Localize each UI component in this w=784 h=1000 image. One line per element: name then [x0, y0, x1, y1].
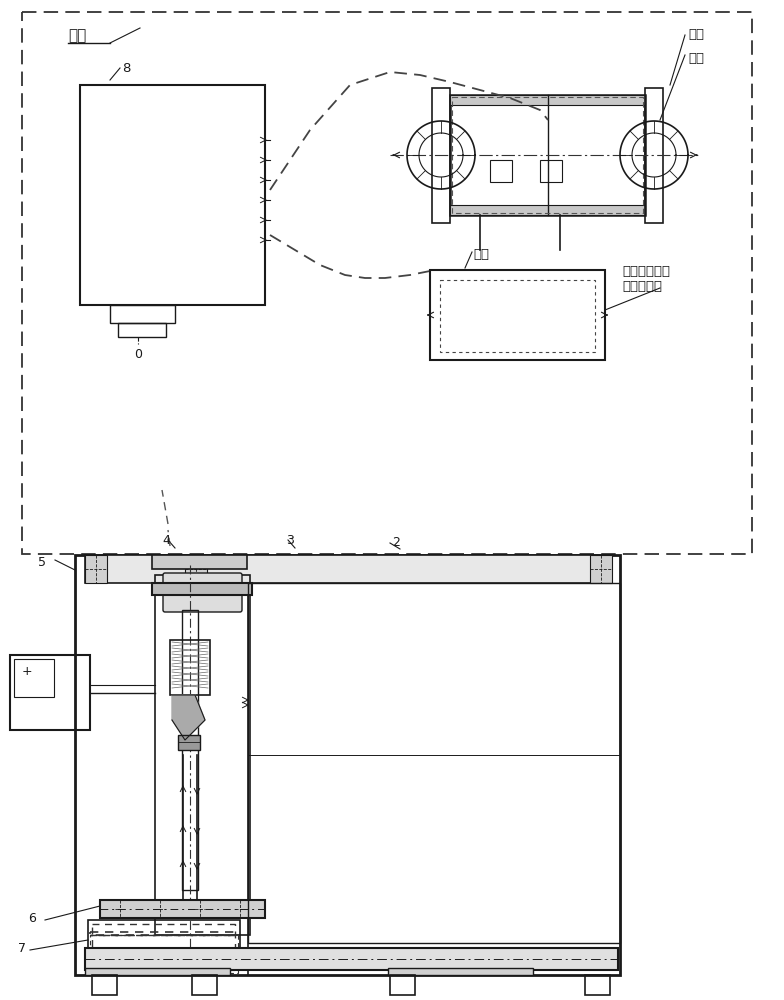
Bar [192, 975, 217, 995]
Bar [452, 97, 643, 213]
Bar [92, 975, 117, 995]
Bar [178, 735, 200, 750]
Bar [430, 270, 605, 360]
Bar [432, 88, 450, 223]
Bar [248, 583, 620, 943]
Bar [450, 95, 645, 215]
Bar [85, 948, 618, 970]
Bar [165, 575, 240, 610]
Bar [440, 280, 595, 352]
Text: 轴承: 轴承 [688, 52, 704, 65]
Polygon shape [172, 695, 205, 740]
Bar [450, 95, 645, 105]
Bar [92, 924, 235, 961]
Bar [152, 555, 247, 569]
Bar [540, 160, 562, 182]
Bar [90, 932, 238, 935]
Bar [10, 655, 90, 730]
Bar [388, 968, 533, 975]
Bar [170, 640, 210, 695]
Bar [88, 920, 240, 965]
Bar [100, 900, 265, 918]
Text: 0: 0 [134, 348, 142, 361]
Text: 5: 5 [38, 556, 46, 569]
Text: 4: 4 [162, 534, 170, 547]
Text: 2: 2 [392, 536, 400, 549]
Text: 车间: 车间 [68, 28, 86, 43]
Bar [90, 970, 238, 973]
Text: 8: 8 [122, 62, 130, 75]
Bar [155, 575, 250, 935]
Bar [590, 555, 612, 583]
Bar [85, 555, 107, 583]
FancyBboxPatch shape [163, 573, 242, 612]
Text: 壳体: 壳体 [688, 28, 704, 41]
Bar [490, 160, 512, 182]
Bar [182, 610, 198, 890]
Bar [390, 975, 415, 995]
Text: 7: 7 [18, 942, 26, 955]
Bar [22, 12, 752, 554]
Text: 壳体: 壳体 [473, 248, 489, 261]
Bar [118, 323, 166, 337]
Bar [152, 583, 252, 595]
Bar [80, 85, 265, 305]
Text: 6: 6 [28, 912, 36, 925]
Bar [185, 555, 207, 583]
Bar [14, 659, 54, 697]
Text: +: + [22, 665, 33, 678]
Bar [85, 555, 612, 583]
Bar [645, 88, 663, 223]
Text: 电机、齿轮箱
等发热元件: 电机、齿轮箱 等发热元件 [622, 265, 670, 293]
Text: 3: 3 [286, 534, 294, 547]
Bar [90, 935, 238, 963]
Bar [450, 205, 645, 215]
Bar [585, 975, 610, 995]
Bar [110, 305, 175, 323]
Bar [85, 968, 230, 975]
Bar [75, 555, 620, 975]
